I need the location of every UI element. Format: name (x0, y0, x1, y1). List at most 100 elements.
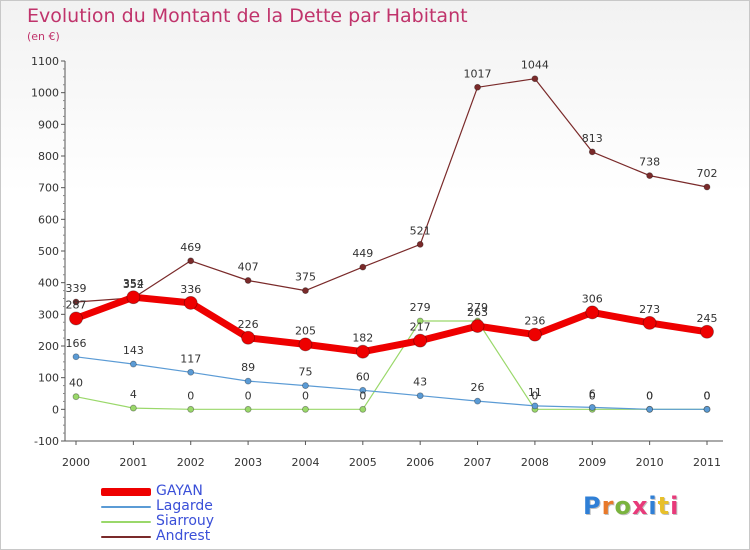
data-point-lagarde (588, 404, 596, 411)
x-tick-label: 2001 (119, 456, 147, 469)
y-tick-label: 500 (38, 245, 59, 258)
legend-item-gayan: GAYAN (101, 484, 214, 499)
legend-label: Siarrouy (156, 513, 215, 529)
data-point-andrest (474, 83, 481, 91)
y-tick-label: 300 (38, 308, 59, 321)
y-tick-label: 400 (38, 277, 59, 290)
series-line-lagarde (75, 356, 708, 410)
data-label-andrest: 521 (410, 224, 431, 237)
data-point-siarrouy (416, 317, 424, 325)
data-point-gayan (642, 315, 657, 330)
data-point-gayan (470, 319, 485, 333)
data-label-andrest: 813 (582, 132, 603, 145)
x-tick-label: 2005 (349, 456, 377, 469)
x-tick-label: 2004 (291, 456, 319, 469)
data-label-gayan: 306 (582, 292, 603, 305)
data-point-andrest (646, 172, 654, 180)
data-label-andrest: 339 (66, 282, 87, 295)
data-point-gayan (69, 311, 83, 326)
legend-swatch (101, 520, 151, 523)
logo-letter: i (648, 492, 658, 520)
data-point-lagarde (187, 368, 195, 376)
data-point-andrest (244, 277, 252, 284)
data-label-siarrouy: 0 (589, 389, 596, 402)
y-tick-label: 600 (38, 213, 59, 226)
data-point-gayan (183, 296, 198, 310)
data-point-andrest (359, 263, 367, 271)
data-label-gayan: 226 (238, 318, 259, 331)
x-tick-label: 2000 (62, 456, 90, 469)
data-point-gayan (528, 327, 542, 342)
data-label-gayan: 336 (180, 283, 201, 296)
data-point-gayan (585, 305, 600, 320)
chart-title: Evolution du Montant de la Dette par Hab… (27, 5, 468, 27)
data-label-lagarde: 11 (528, 386, 542, 399)
legend-swatch (101, 535, 151, 538)
series-line-gayan (72, 293, 711, 356)
data-point-siarrouy (72, 393, 80, 401)
y-tick-label: 800 (38, 150, 59, 163)
data-point-lagarde (531, 402, 539, 410)
logo-letter: P (583, 492, 602, 520)
y-tick-label: -100 (34, 435, 59, 448)
legend-swatch (101, 487, 151, 496)
data-label-lagarde: 0 (704, 389, 711, 402)
data-label-siarrouy: 279 (467, 301, 488, 314)
data-label-andrest: 702 (697, 167, 718, 180)
data-label-lagarde: 26 (471, 381, 485, 394)
legend-swatch (101, 505, 151, 508)
data-label-siarrouy: 0 (531, 389, 538, 402)
y-tick-label: 0 (52, 403, 59, 416)
data-point-gayan (241, 330, 255, 345)
x-tick-label: 2006 (406, 456, 434, 469)
legend: GAYAN Lagarde Siarrouy Andrest (101, 484, 214, 544)
data-label-siarrouy: 279 (410, 301, 431, 314)
series-points (69, 75, 714, 413)
data-label-lagarde: 43 (413, 376, 427, 389)
legend-item-andrest: Andrest (101, 529, 214, 544)
data-point-andrest (187, 257, 195, 265)
data-label-siarrouy: 0 (704, 389, 711, 402)
legend-item-lagarde: Lagarde (101, 499, 214, 514)
data-label-siarrouy: 0 (646, 389, 653, 402)
data-point-gayan (298, 337, 313, 352)
data-label-gayan: 245 (697, 312, 718, 325)
y-tick-label: 700 (38, 182, 59, 195)
data-label-lagarde: 89 (241, 361, 255, 374)
data-point-gayan (700, 324, 714, 339)
data-label-lagarde: 75 (298, 366, 312, 379)
data-label-lagarde: 0 (646, 389, 653, 402)
y-tick-label: 200 (38, 340, 59, 353)
series-line-siarrouy (75, 320, 708, 410)
legend-label: Andrest (156, 528, 211, 544)
data-label-andrest: 407 (238, 260, 259, 273)
data-point-andrest (531, 75, 539, 83)
chart-subtitle: (en €) (27, 30, 60, 43)
data-label-andrest: 1044 (521, 59, 549, 72)
legend-label: Lagarde (156, 498, 213, 514)
logo-letter: r (601, 492, 615, 520)
logo-letter: i (670, 492, 680, 520)
data-point-gayan (413, 333, 428, 348)
data-point-gayan (126, 290, 141, 305)
data-label-lagarde: 6 (589, 387, 596, 400)
data-label-gayan: 287 (66, 298, 87, 311)
data-point-andrest (302, 287, 309, 294)
logo-letter: t (657, 492, 671, 520)
data-label-siarrouy: 40 (69, 377, 83, 390)
series-lines (72, 78, 711, 410)
data-point-andrest (72, 298, 80, 306)
data-label-lagarde: 166 (66, 337, 87, 350)
logo-letter: x (631, 492, 649, 520)
data-label-andrest: 352 (123, 278, 144, 291)
data-point-lagarde (244, 377, 252, 385)
logo-letter: o (614, 492, 632, 520)
data-point-lagarde (72, 353, 80, 361)
data-label-gayan: 205 (295, 324, 316, 337)
data-label-siarrouy: 4 (130, 388, 137, 401)
data-label-lagarde: 117 (180, 352, 201, 365)
data-label-lagarde: 143 (123, 344, 144, 357)
y-tick-label: 1000 (31, 87, 59, 100)
x-tick-label: 2008 (521, 456, 549, 469)
